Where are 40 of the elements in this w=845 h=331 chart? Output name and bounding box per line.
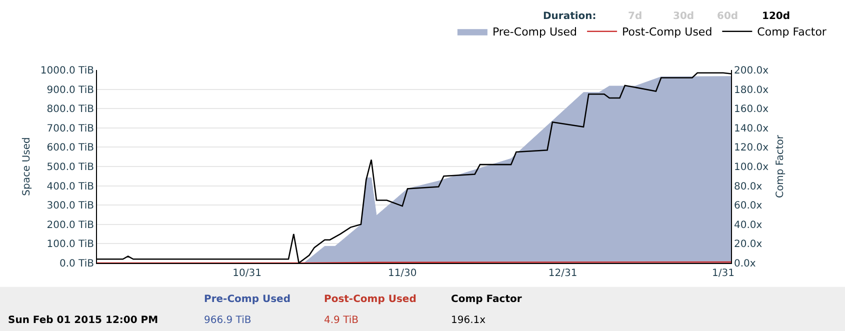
text: 120d	[762, 11, 790, 22]
text: 4.9 TiB	[324, 315, 359, 326]
y2-tick-label: 180.0x	[734, 84, 769, 96]
y2-tick-label: 20.0x	[734, 239, 762, 250]
text: Duration:	[543, 11, 596, 22]
y2-tick-label: 120.0x	[734, 142, 769, 154]
text: 966.9 TiB	[204, 315, 252, 326]
y-tick-label: 800.0 TiB	[46, 104, 94, 116]
y2-tick-label: 80.0x	[734, 181, 762, 192]
y2-tick-label: 160.0x	[734, 104, 769, 116]
x-tick-label: 12/31	[548, 268, 578, 279]
y-tick-label: 1000.0 TiB	[40, 66, 94, 76]
x-tick-label: 1/31	[712, 268, 734, 279]
legend-label: Post-Comp Used	[622, 26, 712, 39]
text: Comp Factor	[451, 294, 522, 305]
text: Pre-Comp Used	[204, 294, 290, 305]
legend-label: Pre-Comp Used	[492, 26, 578, 39]
x-tick-label: 11/30	[388, 268, 417, 279]
y-tick-label: 100.0 TiB	[46, 239, 94, 250]
y2-tick-label: 200.0x	[734, 66, 769, 76]
y2-tick-label: 40.0x	[734, 220, 762, 231]
y-axis-title: Space Used	[21, 137, 32, 196]
text: 196.1x	[451, 315, 486, 326]
text: Post-Comp Used	[324, 294, 416, 305]
y-tick-label: 0.0 TiB	[59, 258, 94, 270]
y2-tick-label: 0.0x	[734, 258, 756, 270]
text: Sun Feb 01 2015 12:00 PM	[8, 315, 158, 326]
y-tick-label: 700.0 TiB	[46, 123, 94, 134]
y2-tick-label: 60.0x	[734, 200, 762, 212]
y-tick-label: 500.0 TiB	[46, 162, 94, 173]
y2-tick-label: 140.0x	[734, 123, 769, 134]
y-tick-label: 900.0 TiB	[46, 84, 94, 96]
y-tick-label: 400.0 TiB	[46, 181, 94, 192]
x-tick-label: 10/31	[232, 268, 262, 279]
y-tick-label: 200.0 TiB	[46, 220, 94, 231]
y-tick-label: 300.0 TiB	[46, 200, 94, 212]
y2-tick-label: 100.0x	[734, 162, 769, 173]
y-tick-label: 600.0 TiB	[46, 142, 94, 154]
y2-axis-title: Comp Factor	[775, 134, 786, 198]
legend-label: Comp Factor	[757, 26, 827, 39]
